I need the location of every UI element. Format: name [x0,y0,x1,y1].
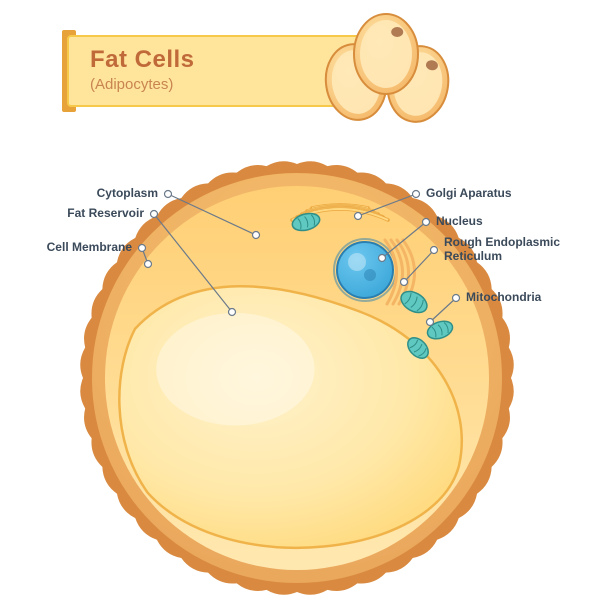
label-mitochondria: Mitochondria [466,291,541,305]
leader-endcap [431,247,438,254]
label-golgi: Golgi Aparatus [426,187,512,201]
leader-endcap [151,211,158,218]
leader-endcap [423,219,430,226]
leader-endcap [165,191,172,198]
leader-marker [379,255,386,262]
leader-endcap [139,245,146,252]
leader-endcap [453,295,460,302]
label-nucleus: Nucleus [436,215,483,229]
nucleolus [364,269,376,281]
leader-endcap [413,191,420,198]
title-box: Fat Cells (Adipocytes) [90,46,195,93]
label-rer: Rough EndoplasmicReticulum [444,236,560,264]
nucleus [337,242,393,298]
leader-marker [355,213,362,220]
cluster-nucleus [391,27,403,37]
label-fat_reservoir: Fat Reservoir [67,207,144,221]
title-sub: (Adipocytes) [90,76,195,93]
fat-highlight [156,313,314,426]
leader-marker [401,279,408,286]
leader-marker [229,309,236,316]
label-cell_membrane: Cell Membrane [47,241,132,255]
leader-marker [253,232,260,239]
leader-marker [145,261,152,268]
cluster-cell [354,14,418,94]
title-main: Fat Cells [90,46,195,74]
leader-marker [427,319,434,326]
label-cytoplasm: Cytoplasm [97,187,158,201]
